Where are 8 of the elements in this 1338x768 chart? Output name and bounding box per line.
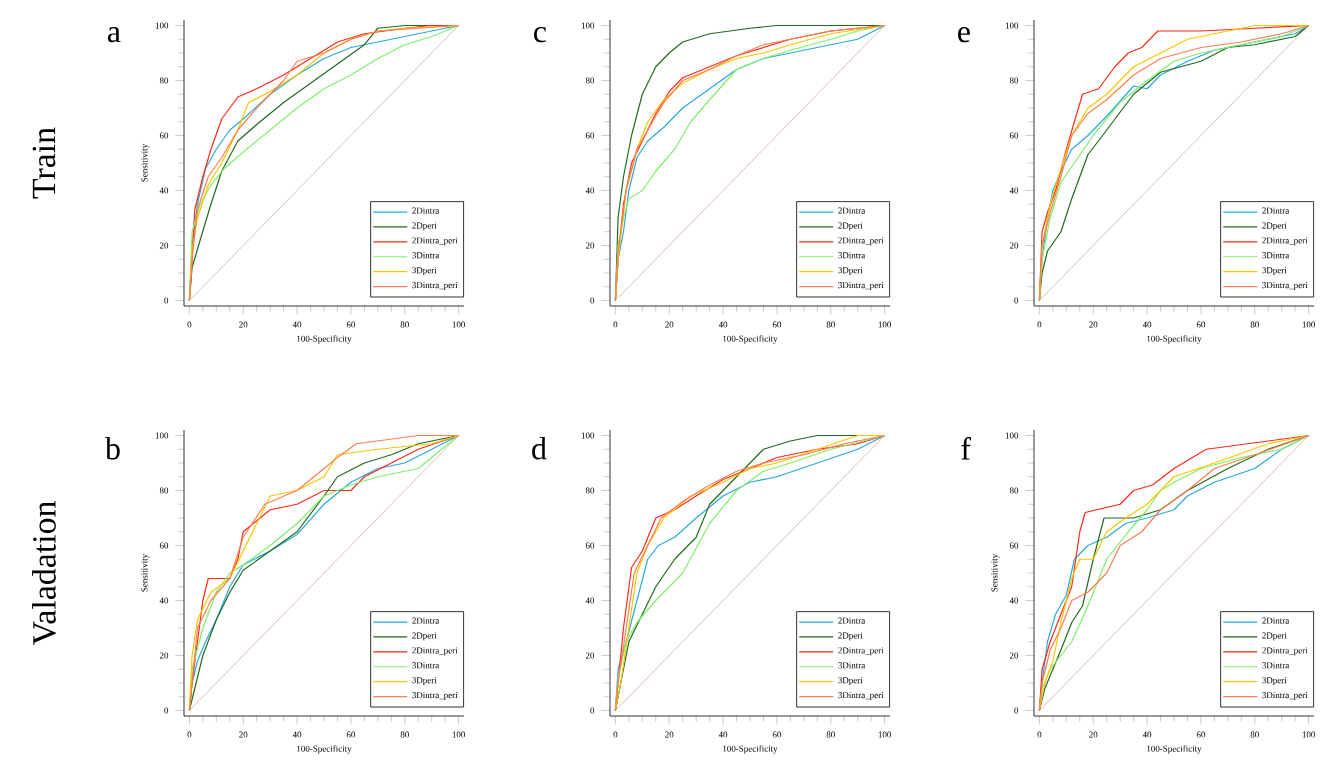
chart-title: d [532, 437, 547, 460]
chart-title: f [961, 437, 971, 460]
text: Train [32, 127, 56, 199]
chart-title: e [958, 27, 970, 43]
chart-title: a [107, 27, 121, 43]
text: Valadation [31, 501, 56, 646]
chart-title: b [105, 437, 120, 460]
chart-title: c [534, 27, 546, 43]
